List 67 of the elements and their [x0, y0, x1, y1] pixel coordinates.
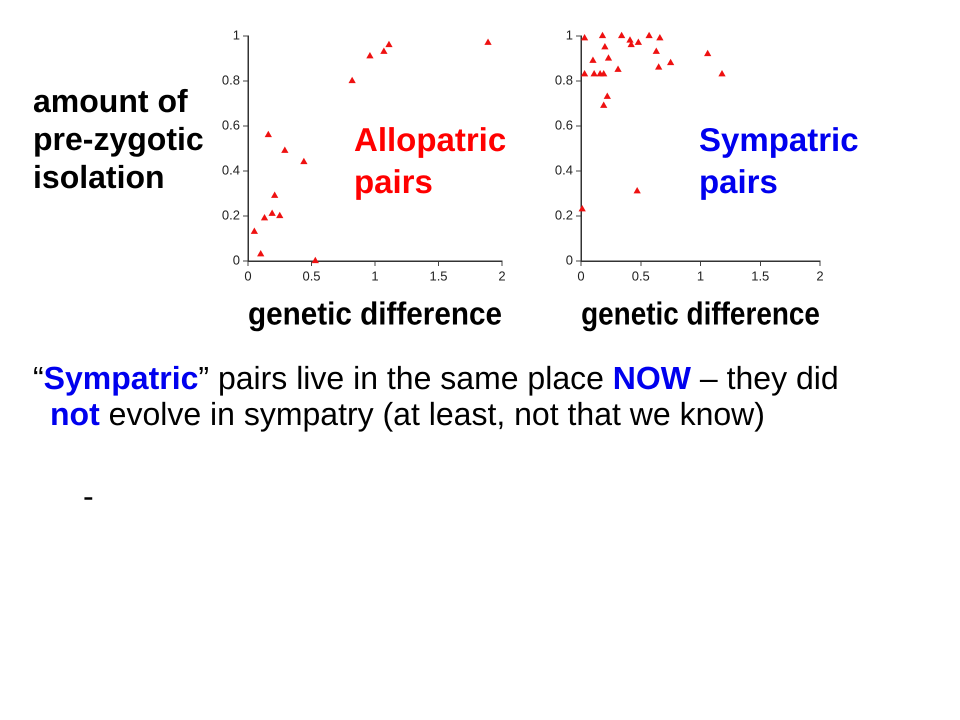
point	[257, 250, 264, 256]
point	[348, 76, 356, 84]
y-tick-label: 0.2	[554, 208, 573, 223]
y-tick-label: 0.4	[554, 162, 573, 178]
point	[655, 63, 662, 70]
point	[281, 146, 288, 153]
y-axis-title: amount of pre-zygotic isolation	[33, 82, 205, 196]
point	[634, 187, 641, 194]
point	[578, 205, 586, 212]
point	[580, 34, 588, 40]
point	[645, 32, 653, 38]
point	[484, 38, 492, 45]
y-tick-label: 0	[232, 252, 240, 268]
x-tick-label: 0	[577, 268, 585, 284]
point	[300, 158, 308, 164]
point	[260, 214, 268, 220]
text: Sympatric pairs	[699, 120, 860, 202]
x-tick-label: 2	[498, 268, 506, 284]
point	[652, 48, 660, 54]
point	[600, 102, 608, 108]
x-tick-label: 2	[816, 268, 824, 284]
point	[590, 70, 598, 76]
point	[366, 52, 374, 58]
x-tick-label: 1	[696, 268, 704, 284]
x-tick-label: 1	[371, 268, 379, 284]
y-tick-label: 0.8	[222, 72, 240, 88]
point	[718, 70, 726, 76]
point	[385, 40, 393, 48]
point	[666, 58, 674, 66]
point	[276, 212, 284, 218]
point	[271, 192, 278, 198]
x-tick-label: 0.5	[302, 268, 321, 284]
point	[704, 50, 712, 56]
x-tick-label: 0.5	[632, 268, 650, 284]
point	[604, 92, 611, 99]
point	[589, 56, 597, 63]
y-tick-label: 1	[566, 28, 573, 43]
point	[656, 34, 664, 40]
y-tick-label: 0.6	[554, 118, 573, 133]
point	[580, 70, 588, 76]
y-tick-label: 0	[566, 252, 573, 268]
text: “Sympatric” pairs live in the same place NOW – they did not evolve in sympatry (at least, not that we know)	[33, 360, 839, 432]
point	[614, 66, 622, 72]
point	[380, 48, 388, 54]
point	[264, 130, 272, 138]
point	[250, 228, 258, 234]
x-axis-title: genetic difference	[581, 296, 820, 332]
point	[601, 43, 609, 50]
y-tick-label: 1	[232, 28, 240, 43]
x-axis-title: genetic difference	[248, 296, 502, 332]
point	[604, 54, 612, 61]
x-tick-label: 0	[244, 268, 252, 284]
point	[634, 38, 642, 45]
text: Allopatric pairs	[354, 120, 508, 202]
point	[600, 70, 608, 76]
y-tick-label: 0.8	[554, 72, 573, 88]
point	[268, 210, 276, 216]
point	[618, 32, 626, 38]
y-tick-label: 0.2	[222, 208, 240, 223]
point	[626, 36, 634, 43]
y-tick-label: 0.4	[222, 162, 240, 178]
x-tick-label: 1.5	[751, 268, 770, 284]
text: -	[83, 478, 94, 514]
point	[312, 256, 319, 264]
x-tick-label: 1.5	[429, 268, 448, 284]
y-tick-label: 0.6	[222, 118, 240, 133]
point	[598, 32, 606, 38]
